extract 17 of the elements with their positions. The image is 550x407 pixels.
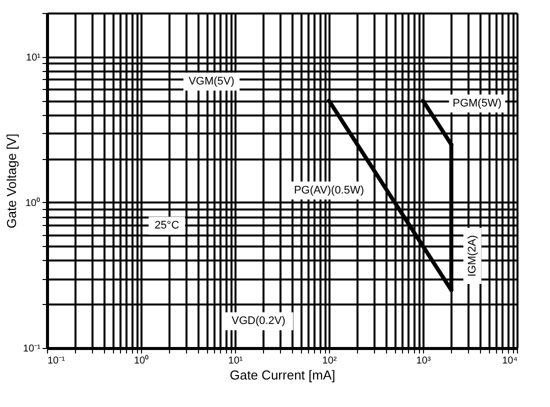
x-tick-label: 10⁴ <box>502 356 518 366</box>
annotation: IGM(2A) <box>466 235 478 277</box>
x-tick-label: 10² <box>322 356 338 366</box>
annotation: PGM(5W) <box>452 97 502 110</box>
y-tick-label: 10⁰ <box>25 196 40 209</box>
x-tick-label: 10⁻¹ <box>48 356 66 366</box>
y-tick-label: 10¹ <box>26 52 42 64</box>
y-tick-label: 10⁻¹ <box>23 344 42 354</box>
y-axis-title: Gate Voltage [V] <box>4 134 20 228</box>
annotation: VGD(0.2V) <box>232 315 286 328</box>
annotation: VGM(5V) <box>188 76 234 88</box>
x-axis-title: Gate Current [mA] <box>230 368 336 382</box>
x-tick-label: 10³ <box>416 356 432 366</box>
annotation: PG(AV)(0.5W) <box>294 184 364 197</box>
x-tick-label: 10⁰ <box>134 354 150 366</box>
x-tick-label: 10¹ <box>228 356 244 366</box>
annotation: 25°C <box>154 220 180 232</box>
